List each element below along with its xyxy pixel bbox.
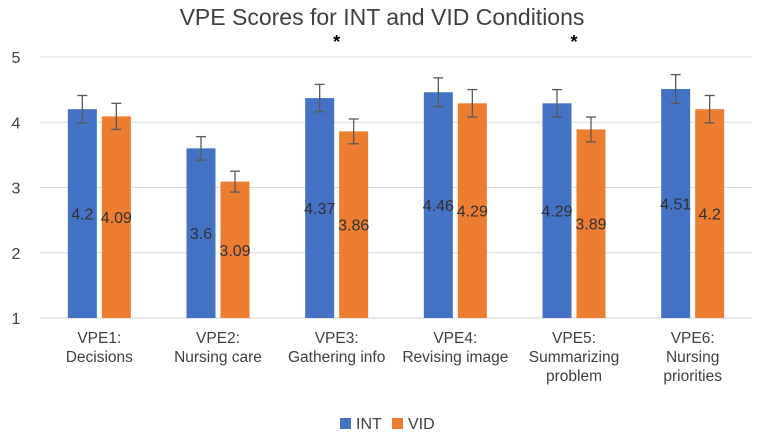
bar-vid [695,109,725,318]
category-label: priorities [663,368,722,385]
category-label: Nursing [666,349,719,366]
y-tick-label: 4 [12,115,21,132]
category-label: Revising image [402,349,508,366]
chart-title: VPE Scores for INT and VID Conditions [180,4,585,30]
bar-vid [339,131,369,318]
legend-swatch-vid [392,418,403,429]
data-label: 4.51 [660,196,691,213]
category-label: Summarizing [529,349,619,366]
bar-int [542,103,572,318]
significance-marker: * [333,32,340,52]
data-label: 3.86 [338,218,369,235]
bar-vid [576,129,606,318]
category-label: Gathering info [288,349,385,366]
category-label: Decisions [66,349,133,366]
data-label: 3.09 [219,243,250,260]
data-label: 4.29 [541,204,572,221]
data-label: 4.2 [71,207,93,224]
y-tick-label: 2 [12,246,21,263]
y-tick-label: 3 [12,181,21,198]
data-label: 4.46 [423,198,454,215]
category-label: VPE5: [552,330,596,347]
data-label: 4.09 [101,210,132,227]
data-label: 4.2 [699,207,721,224]
category-label: Nursing care [174,349,262,366]
bar-vid [457,103,487,318]
data-label: 4.37 [304,201,335,218]
data-label: 4.29 [457,204,488,221]
y-tick-label: 5 [12,50,21,67]
category-label: VPE2: [196,330,240,347]
bar-int [305,98,335,318]
legend-label-int: INT [356,416,382,433]
bar-int [186,148,216,318]
plot-area: 1 2 3 4 5 4.2 4.09 VPE1: Decisions 3.6 3.09 VPE2: Nu… [12,32,752,385]
bar-vid [220,181,250,318]
bar-int [67,109,97,318]
category-label: VPE6: [671,330,715,347]
legend-swatch-int [340,418,351,429]
y-tick-label: 1 [12,311,21,328]
category-label: VPE1: [77,330,121,347]
legend: INT VID [340,416,435,433]
bar-vid [101,116,131,318]
significance-marker: * [570,32,577,52]
category-label: VPE4: [433,330,477,347]
legend-label-vid: VID [408,416,435,433]
data-label: 3.6 [190,226,212,243]
data-label: 3.89 [575,217,606,234]
category-label: VPE3: [315,330,359,347]
bar-int [423,92,453,318]
bar-int [661,88,691,318]
category-label: problem [546,368,602,385]
